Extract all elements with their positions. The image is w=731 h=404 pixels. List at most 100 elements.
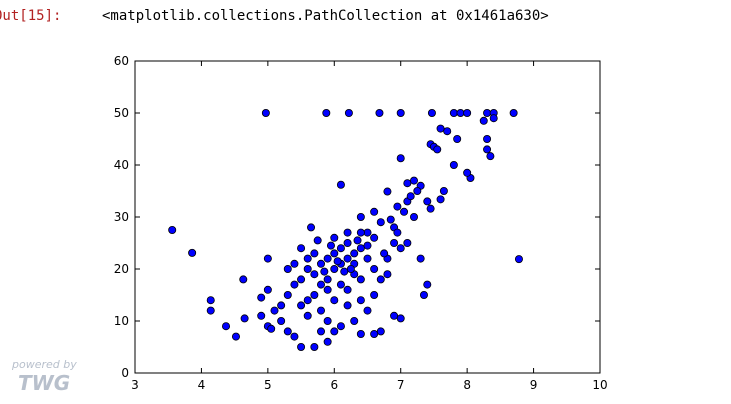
point (326, 241, 335, 250)
point (297, 301, 306, 310)
y-tick-label: 60 (114, 54, 129, 68)
point (356, 228, 365, 237)
point (336, 280, 345, 289)
point (356, 244, 365, 253)
point (370, 290, 379, 299)
point (310, 342, 319, 351)
point (393, 202, 402, 211)
y-tick-label: 40 (114, 158, 129, 172)
point (350, 316, 359, 325)
y-tick-label: 0 (121, 366, 129, 380)
point (343, 238, 352, 247)
point (330, 249, 339, 258)
point (356, 329, 365, 338)
point (390, 311, 399, 320)
point (222, 322, 231, 331)
x-tick-label: 8 (463, 378, 471, 392)
point (396, 244, 405, 253)
point (403, 179, 412, 188)
watermark: TWG (18, 371, 70, 395)
point (400, 207, 409, 216)
y-tick-label: 50 (114, 106, 129, 120)
point (453, 134, 462, 143)
point (396, 109, 405, 118)
point (423, 280, 432, 289)
point (396, 154, 405, 163)
point (330, 327, 339, 336)
point (323, 285, 332, 294)
point (356, 296, 365, 305)
point (303, 296, 312, 305)
point (486, 152, 495, 161)
point (290, 332, 299, 341)
point (307, 223, 316, 232)
point (206, 296, 215, 305)
point (350, 249, 359, 258)
point (257, 311, 266, 320)
point (343, 228, 352, 237)
point (336, 244, 345, 253)
point (409, 176, 418, 185)
point (456, 109, 465, 118)
point (436, 195, 445, 204)
point (356, 275, 365, 284)
point (343, 301, 352, 310)
output-text: <matplotlib.collections.PathCollection a… (102, 8, 549, 24)
point (310, 290, 319, 299)
point (370, 233, 379, 242)
point (303, 254, 312, 263)
point (370, 207, 379, 216)
point (340, 267, 349, 276)
point (310, 249, 319, 258)
point (463, 168, 472, 177)
point (406, 192, 415, 201)
point (320, 267, 329, 276)
point (449, 109, 458, 118)
point (283, 264, 292, 273)
point (409, 212, 418, 221)
point (323, 254, 332, 263)
x-tick-label: 9 (530, 378, 538, 392)
point (263, 254, 272, 263)
output-prompt: Out[15]: (0, 8, 61, 24)
point (375, 109, 384, 118)
point (479, 116, 488, 125)
point (423, 197, 432, 206)
point (336, 322, 345, 331)
point (483, 109, 492, 118)
point (188, 248, 197, 257)
point (436, 124, 445, 133)
point (297, 342, 306, 351)
point (393, 228, 402, 237)
point (240, 314, 249, 323)
point (333, 257, 342, 266)
point (290, 259, 299, 268)
point (283, 290, 292, 299)
point (509, 109, 518, 118)
point (449, 160, 458, 169)
point (439, 186, 448, 195)
point (346, 264, 355, 273)
point (390, 238, 399, 247)
point (277, 301, 286, 310)
point (303, 311, 312, 320)
point (426, 204, 435, 213)
point (297, 275, 306, 284)
point (483, 145, 492, 154)
x-tick-label: 7 (397, 378, 405, 392)
point (322, 109, 331, 118)
point (463, 109, 472, 118)
point (313, 236, 322, 245)
point (363, 306, 372, 315)
point (403, 238, 412, 247)
y-tick-label: 10 (114, 314, 129, 328)
axes-frame (134, 60, 601, 374)
point (353, 236, 362, 245)
point (330, 296, 339, 305)
point (206, 306, 215, 315)
point (356, 212, 365, 221)
point (316, 280, 325, 289)
point (283, 327, 292, 336)
x-tick-label: 10 (592, 378, 607, 392)
